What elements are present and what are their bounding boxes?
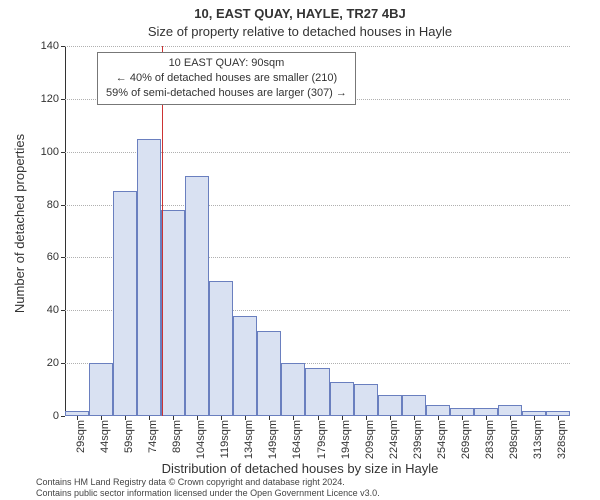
annotation-line: 10 EAST QUAY: 90sqm [106,56,347,71]
xtick-label: 209sqm [364,420,376,459]
xtick-label: 328sqm [556,420,568,459]
xtick-label: 164sqm [291,420,303,459]
histogram-bar [161,210,185,416]
chart-subtitle: Size of property relative to detached ho… [0,24,600,39]
x-axis-label: Distribution of detached houses by size … [0,461,600,476]
xtick-label: 44sqm [99,420,111,453]
ytick-label: 100 [41,146,65,158]
ytick-label: 80 [47,199,65,211]
histogram-bar [474,408,498,416]
histogram-bar [209,281,233,416]
ytick-label: 120 [41,93,65,105]
histogram-bar [305,368,329,416]
histogram-bar [185,176,209,417]
ytick-label: 140 [41,40,65,52]
histogram-bar [402,395,426,416]
xtick-label: 149sqm [267,420,279,459]
histogram-bar [137,139,161,417]
chart-container: 10, EAST QUAY, HAYLE, TR27 4BJ Size of p… [0,0,600,500]
gridline [65,46,570,47]
histogram-bar [330,382,354,416]
xtick-label: 29sqm [75,420,87,453]
ytick-label: 40 [47,304,65,316]
ytick-label: 20 [47,357,65,369]
xtick-label: 194sqm [340,420,352,459]
histogram-bar [354,384,378,416]
histogram-bar [378,395,402,416]
xtick-label: 239sqm [412,420,424,459]
annotation-box: 10 EAST QUAY: 90sqm ← 40% of detached ho… [97,52,356,105]
annotation-line: ← 40% of detached houses are smaller (21… [106,71,347,86]
xtick-label: 119sqm [219,420,231,458]
footer-line: Contains HM Land Registry data © Crown c… [36,477,380,487]
ytick-label: 60 [47,251,65,263]
histogram-bar [113,191,137,416]
xtick-label: 179sqm [316,420,328,459]
histogram-bar [498,405,522,416]
y-axis-label: Number of detached properties [12,44,27,223]
histogram-bar [257,331,281,416]
xtick-label: 224sqm [388,420,400,459]
xtick-label: 269sqm [460,420,472,459]
xtick-label: 74sqm [147,420,159,453]
histogram-bar [89,363,113,416]
histogram-bar [281,363,305,416]
xtick-label: 254sqm [436,420,448,459]
xtick-label: 313sqm [532,420,544,459]
chart-title: 10, EAST QUAY, HAYLE, TR27 4BJ [0,6,600,21]
histogram-bar [426,405,450,416]
xtick-label: 298sqm [508,420,520,459]
footer-line: Contains public sector information licen… [36,488,380,498]
ytick-label: 0 [53,410,65,422]
annotation-line: 59% of semi-detached houses are larger (… [106,86,347,101]
histogram-bar [233,316,257,416]
xtick-label: 134sqm [243,420,255,459]
footer-attribution: Contains HM Land Registry data © Crown c… [36,477,380,498]
xtick-label: 283sqm [484,420,496,459]
xtick-label: 59sqm [123,420,135,453]
histogram-bar [450,408,474,416]
xtick-label: 104sqm [195,420,207,459]
xtick-label: 89sqm [171,420,183,453]
